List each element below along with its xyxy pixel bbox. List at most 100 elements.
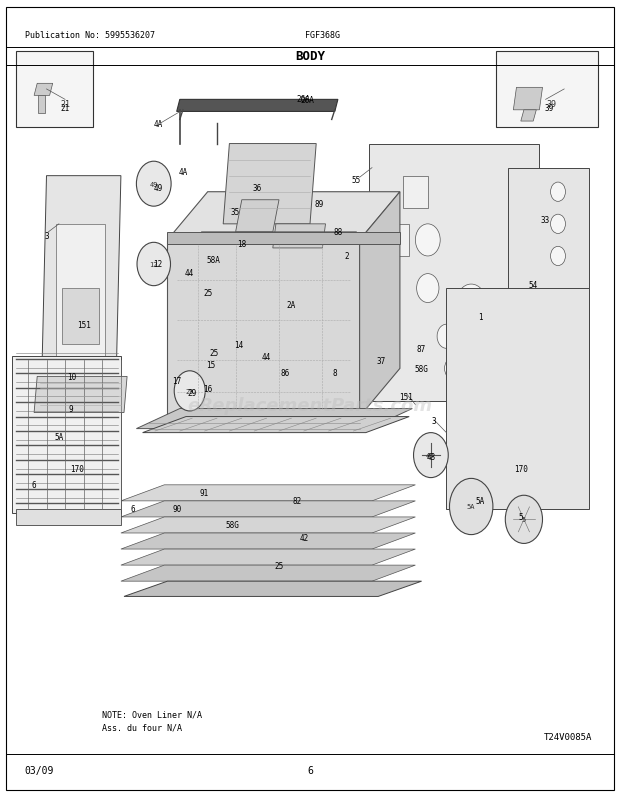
Circle shape <box>551 183 565 202</box>
Text: 5A: 5A <box>55 432 63 442</box>
Text: 25: 25 <box>275 561 283 570</box>
Text: 03/09: 03/09 <box>25 765 54 775</box>
Polygon shape <box>34 377 127 413</box>
Text: 5: 5 <box>522 516 526 523</box>
Circle shape <box>437 325 456 349</box>
Circle shape <box>505 496 542 544</box>
Text: NOTE: Oven Liner N/A
Ass. du four N/A: NOTE: Oven Liner N/A Ass. du four N/A <box>102 710 202 732</box>
Polygon shape <box>513 88 542 111</box>
Text: T24V0085A: T24V0085A <box>544 731 592 741</box>
Text: 82: 82 <box>293 496 302 506</box>
Text: 8: 8 <box>332 368 337 378</box>
Text: 54: 54 <box>529 280 538 290</box>
Text: 16: 16 <box>203 384 212 394</box>
Text: 5: 5 <box>518 512 523 522</box>
Polygon shape <box>121 517 415 533</box>
Polygon shape <box>121 533 415 549</box>
Text: 5A: 5A <box>476 496 485 506</box>
Text: 36: 36 <box>253 184 262 193</box>
Circle shape <box>551 215 565 234</box>
Text: Publication No: 5995536207: Publication No: 5995536207 <box>25 30 155 40</box>
Text: 1: 1 <box>478 312 483 322</box>
Text: 87: 87 <box>417 344 426 354</box>
Text: 170: 170 <box>514 464 528 474</box>
Polygon shape <box>521 111 536 122</box>
Text: 49: 49 <box>149 181 158 188</box>
Text: 43: 43 <box>425 452 434 459</box>
Polygon shape <box>369 144 539 401</box>
Text: 170: 170 <box>71 464 84 474</box>
Circle shape <box>136 162 171 207</box>
Circle shape <box>415 225 440 257</box>
Text: 29: 29 <box>188 388 197 398</box>
Polygon shape <box>167 192 400 241</box>
Text: BODY: BODY <box>295 50 325 63</box>
Polygon shape <box>40 176 121 441</box>
Polygon shape <box>384 225 409 257</box>
Circle shape <box>414 433 448 478</box>
Text: 10: 10 <box>67 372 76 382</box>
Polygon shape <box>34 84 53 96</box>
Polygon shape <box>16 509 121 525</box>
Circle shape <box>137 243 171 286</box>
Polygon shape <box>403 176 428 209</box>
Text: 151: 151 <box>399 392 413 402</box>
Text: 90: 90 <box>172 504 181 514</box>
Text: 88: 88 <box>334 228 342 237</box>
Circle shape <box>174 371 205 411</box>
Text: 58G: 58G <box>226 520 239 530</box>
Text: 35: 35 <box>231 208 240 217</box>
Polygon shape <box>62 289 99 345</box>
Polygon shape <box>124 581 422 597</box>
Text: 5A: 5A <box>467 504 476 510</box>
Polygon shape <box>177 100 338 112</box>
Polygon shape <box>38 96 45 114</box>
Text: 4A: 4A <box>154 119 162 129</box>
Text: 2A: 2A <box>287 300 296 310</box>
Circle shape <box>445 358 461 379</box>
Polygon shape <box>121 501 415 517</box>
Circle shape <box>551 247 565 266</box>
Polygon shape <box>167 241 360 417</box>
Polygon shape <box>12 357 121 513</box>
Text: 2: 2 <box>345 252 350 261</box>
Text: 14: 14 <box>234 340 243 350</box>
Polygon shape <box>198 233 356 245</box>
Text: 44: 44 <box>185 268 193 277</box>
Text: 6: 6 <box>32 480 37 490</box>
Text: 21: 21 <box>60 99 70 109</box>
Text: FGF368G: FGF368G <box>305 30 340 40</box>
Text: 6: 6 <box>131 504 136 514</box>
Polygon shape <box>121 549 415 565</box>
Polygon shape <box>136 409 412 429</box>
Polygon shape <box>223 144 316 225</box>
Text: 6: 6 <box>307 765 313 775</box>
Text: 33: 33 <box>541 216 550 225</box>
Circle shape <box>417 274 439 303</box>
Text: 151: 151 <box>77 320 91 330</box>
Text: 3: 3 <box>432 416 436 426</box>
Text: 26A: 26A <box>297 95 311 104</box>
Text: 44: 44 <box>262 352 271 362</box>
Text: 58A: 58A <box>207 256 221 265</box>
Circle shape <box>456 285 487 325</box>
Text: 17: 17 <box>172 376 181 386</box>
Text: 29: 29 <box>185 388 194 395</box>
Text: 49: 49 <box>154 184 162 193</box>
Text: 12: 12 <box>154 260 162 269</box>
Text: 39: 39 <box>544 103 553 113</box>
Bar <box>496 52 598 128</box>
Text: 37: 37 <box>377 356 386 366</box>
Polygon shape <box>143 417 409 433</box>
Polygon shape <box>273 225 326 249</box>
Text: 21: 21 <box>61 103 69 113</box>
Text: 15: 15 <box>206 360 215 370</box>
Circle shape <box>450 479 493 535</box>
Polygon shape <box>121 565 415 581</box>
Text: 25: 25 <box>203 288 212 298</box>
Text: 43: 43 <box>427 452 435 462</box>
Text: 26A: 26A <box>300 95 314 105</box>
Text: 4A: 4A <box>179 168 187 177</box>
Polygon shape <box>360 192 400 417</box>
Bar <box>16 52 93 128</box>
